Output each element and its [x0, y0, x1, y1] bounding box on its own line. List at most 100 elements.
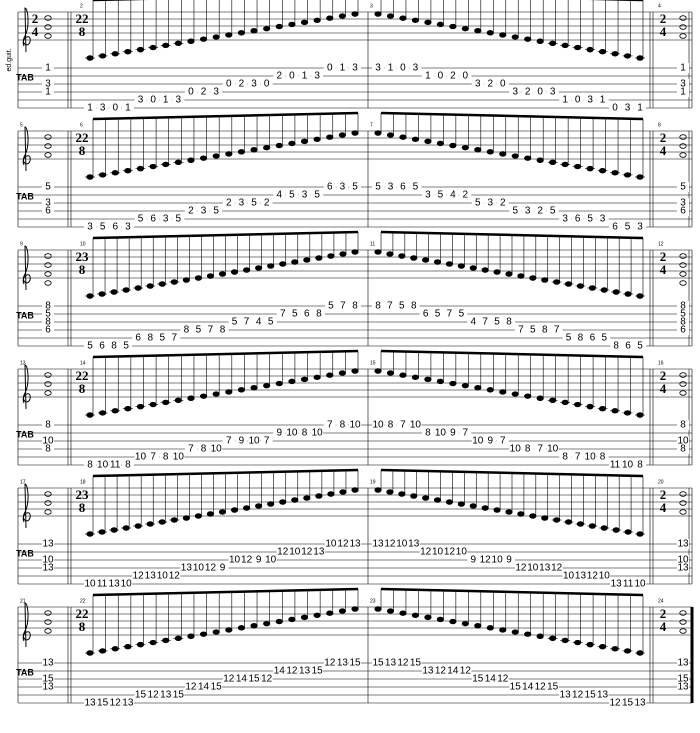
fret-bg	[132, 333, 145, 343]
notehead	[598, 49, 607, 55]
fret-bg	[42, 301, 54, 311]
time-sig-top: 22	[76, 11, 89, 26]
fret-number: 0	[226, 79, 232, 90]
fret-bg	[496, 674, 509, 684]
fret-bg	[677, 444, 689, 454]
notehead	[288, 616, 296, 623]
fret-bg	[84, 222, 96, 232]
notehead	[267, 263, 275, 269]
fret-number: 12	[324, 658, 336, 669]
notehead	[351, 249, 359, 255]
notehead	[436, 616, 444, 623]
fret-bg	[273, 666, 286, 676]
notehead	[212, 153, 220, 159]
fret-bg	[159, 690, 172, 700]
notehead	[611, 408, 619, 414]
fret-bg	[156, 333, 169, 343]
fret-bg	[562, 333, 575, 343]
notehead	[122, 525, 130, 531]
fret-number: 15	[173, 690, 185, 701]
fret-bg	[210, 682, 223, 692]
fret-number: 8	[680, 420, 686, 431]
notehead	[679, 381, 687, 387]
fret-number: 11	[110, 460, 121, 471]
fret-number: 1	[637, 103, 643, 114]
notehead	[338, 370, 346, 376]
fret-number: 13	[42, 682, 54, 693]
fret-bg	[276, 309, 289, 319]
fret-bg	[84, 341, 96, 351]
fret-bg	[248, 436, 261, 446]
fret-number: 6	[327, 182, 333, 193]
notehead	[288, 378, 296, 385]
fret-bg	[260, 198, 273, 208]
notehead	[44, 253, 52, 259]
fret-bg	[312, 309, 325, 319]
fret-bg	[434, 71, 447, 81]
measure-number: 10	[80, 241, 86, 247]
fret-number: 12	[572, 690, 584, 701]
fret-bg	[210, 206, 223, 216]
fret-number: 13	[634, 698, 646, 709]
notehead	[174, 159, 182, 166]
fret-number: 7	[482, 317, 488, 328]
fret-number: 11	[623, 579, 634, 590]
notehead	[636, 531, 644, 537]
fret-number: 6	[680, 206, 686, 217]
notehead	[564, 519, 573, 525]
notehead	[536, 38, 544, 44]
notehead	[149, 44, 157, 51]
notehead	[679, 15, 687, 21]
fret-number: 10	[193, 563, 205, 574]
fret-bg	[285, 428, 298, 438]
fret-number: 12	[205, 563, 217, 574]
fret-number: 5	[566, 333, 572, 344]
fret-bg	[298, 428, 311, 438]
fret-number: 1	[45, 87, 51, 98]
fret-number: 10	[435, 428, 447, 439]
notehead	[436, 140, 444, 147]
fret-number: 10	[563, 571, 575, 582]
notehead	[457, 263, 465, 269]
fret-number: 12	[515, 563, 527, 574]
notehead	[212, 391, 220, 397]
fret-number: 7	[264, 436, 270, 447]
fret-bg	[409, 182, 422, 192]
notehead	[225, 32, 233, 38]
fret-bg	[134, 452, 147, 462]
fret-bg	[546, 87, 559, 97]
fret-bg	[240, 317, 253, 327]
fret-bg	[396, 182, 409, 192]
time-sig-bottom: 8	[79, 24, 86, 39]
fret-number: 6	[625, 341, 631, 352]
tab-clef: TAB	[16, 548, 34, 558]
fret-number: 12	[384, 539, 396, 550]
notehead	[136, 165, 145, 172]
fret-bg	[538, 325, 551, 335]
fret-number: 7	[447, 309, 453, 320]
fret-bg	[574, 571, 587, 581]
notehead	[386, 251, 394, 257]
fret-number: 9	[450, 428, 456, 439]
notehead	[612, 289, 620, 295]
fret-bg	[677, 79, 689, 89]
notehead	[679, 619, 687, 625]
fret-bg	[559, 452, 572, 462]
fret-bg	[144, 333, 157, 343]
notehead	[218, 271, 227, 277]
fret-bg	[538, 563, 551, 573]
fret-number: 8	[425, 428, 431, 439]
fret-number: 5	[87, 341, 93, 352]
notehead	[541, 515, 549, 521]
notehead	[461, 382, 469, 389]
fret-number: 10	[372, 420, 384, 431]
fret-number: 3	[314, 71, 320, 82]
fret-number: 8	[147, 333, 153, 344]
fret-number: 2	[201, 87, 207, 98]
notehead	[517, 511, 525, 517]
fret-bg	[677, 309, 689, 319]
fret-bg	[42, 206, 54, 216]
notehead	[149, 401, 157, 408]
fret-bg	[586, 571, 599, 581]
beam	[92, 349, 359, 359]
